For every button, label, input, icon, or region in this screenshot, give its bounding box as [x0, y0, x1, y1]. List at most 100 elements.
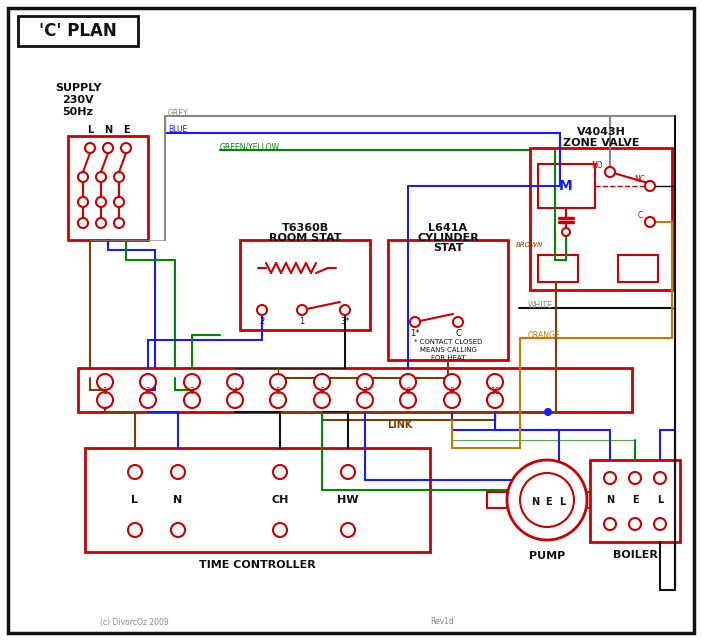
- Circle shape: [103, 143, 113, 153]
- Circle shape: [78, 218, 88, 228]
- Bar: [487, 492, 507, 508]
- Circle shape: [400, 374, 416, 390]
- Text: NO: NO: [591, 160, 603, 169]
- Text: 4: 4: [232, 387, 237, 395]
- Circle shape: [453, 317, 463, 327]
- Circle shape: [629, 518, 641, 530]
- Circle shape: [96, 197, 106, 207]
- Circle shape: [128, 523, 142, 537]
- Text: 2: 2: [145, 387, 150, 395]
- Text: 1: 1: [299, 317, 305, 326]
- Text: N: N: [606, 495, 614, 505]
- Circle shape: [97, 374, 113, 390]
- Circle shape: [114, 197, 124, 207]
- Bar: [388, 240, 508, 360]
- Circle shape: [257, 305, 267, 315]
- Circle shape: [227, 392, 243, 408]
- Circle shape: [184, 392, 200, 408]
- Circle shape: [444, 374, 460, 390]
- Circle shape: [654, 472, 666, 484]
- Circle shape: [400, 392, 416, 408]
- Circle shape: [645, 181, 655, 191]
- Text: CH: CH: [271, 495, 289, 505]
- Text: BOILER: BOILER: [613, 550, 658, 560]
- Text: L: L: [559, 497, 565, 507]
- Text: L: L: [87, 125, 93, 135]
- Circle shape: [341, 523, 355, 537]
- Text: 'C' PLAN: 'C' PLAN: [39, 22, 117, 40]
- Circle shape: [273, 523, 287, 537]
- Circle shape: [96, 218, 106, 228]
- Text: MEANS CALLING: MEANS CALLING: [420, 347, 477, 353]
- Circle shape: [604, 518, 616, 530]
- Bar: [530, 148, 672, 290]
- Circle shape: [444, 392, 460, 408]
- Circle shape: [605, 167, 615, 177]
- Text: NC: NC: [635, 176, 646, 185]
- Text: BLUE: BLUE: [168, 126, 187, 135]
- Bar: [618, 255, 658, 282]
- Bar: [68, 136, 148, 240]
- Text: E: E: [632, 495, 638, 505]
- Text: CYLINDER: CYLINDER: [417, 233, 479, 243]
- Circle shape: [78, 172, 88, 182]
- Text: C: C: [637, 212, 642, 221]
- Text: N: N: [173, 495, 183, 505]
- Circle shape: [604, 472, 616, 484]
- Circle shape: [314, 392, 330, 408]
- Circle shape: [520, 473, 574, 527]
- Text: PUMP: PUMP: [529, 551, 565, 561]
- Text: N: N: [104, 125, 112, 135]
- Text: ROOM STAT: ROOM STAT: [269, 233, 341, 243]
- Bar: [78, 368, 632, 412]
- Circle shape: [140, 392, 156, 408]
- Circle shape: [140, 374, 156, 390]
- Text: ORANGE: ORANGE: [528, 331, 561, 340]
- Text: E: E: [123, 125, 129, 135]
- Text: 230V: 230V: [62, 95, 94, 105]
- Text: TIME CONTROLLER: TIME CONTROLLER: [199, 560, 315, 570]
- Circle shape: [487, 392, 503, 408]
- Text: V4043H: V4043H: [576, 127, 625, 137]
- Circle shape: [314, 374, 330, 390]
- Text: N: N: [531, 497, 539, 507]
- Text: 3*: 3*: [340, 317, 350, 326]
- Bar: [18, 16, 138, 46]
- Text: * CONTACT CLOSED: * CONTACT CLOSED: [413, 339, 482, 345]
- Circle shape: [78, 197, 88, 207]
- Circle shape: [114, 172, 124, 182]
- Text: LINK: LINK: [388, 420, 413, 430]
- Text: 50Hz: 50Hz: [62, 107, 93, 117]
- Text: SUPPLY: SUPPLY: [55, 83, 101, 93]
- Text: E: E: [545, 497, 551, 507]
- Circle shape: [121, 143, 131, 153]
- Circle shape: [97, 392, 113, 408]
- Text: WHITE: WHITE: [528, 301, 553, 310]
- Circle shape: [128, 465, 142, 479]
- Text: 9: 9: [449, 387, 454, 395]
- Circle shape: [654, 518, 666, 530]
- Text: GREEN/YELLOW: GREEN/YELLOW: [220, 142, 280, 151]
- Bar: [590, 460, 680, 542]
- Text: T6360B: T6360B: [282, 223, 329, 233]
- Text: 8: 8: [406, 387, 411, 395]
- Circle shape: [270, 392, 286, 408]
- Bar: [240, 240, 370, 330]
- Text: BROWN: BROWN: [516, 242, 543, 248]
- Circle shape: [171, 465, 185, 479]
- Text: 2: 2: [259, 317, 265, 326]
- Circle shape: [297, 305, 307, 315]
- Bar: [538, 164, 595, 208]
- Text: L: L: [657, 495, 663, 505]
- Text: 1: 1: [102, 387, 107, 395]
- Circle shape: [357, 392, 373, 408]
- Circle shape: [341, 465, 355, 479]
- Circle shape: [562, 228, 570, 236]
- Text: GREY: GREY: [168, 108, 189, 117]
- Bar: [587, 492, 607, 508]
- Text: Rev1d: Rev1d: [430, 617, 453, 626]
- Text: 6: 6: [319, 387, 324, 395]
- Bar: [85, 448, 430, 552]
- Circle shape: [645, 217, 655, 227]
- Circle shape: [629, 472, 641, 484]
